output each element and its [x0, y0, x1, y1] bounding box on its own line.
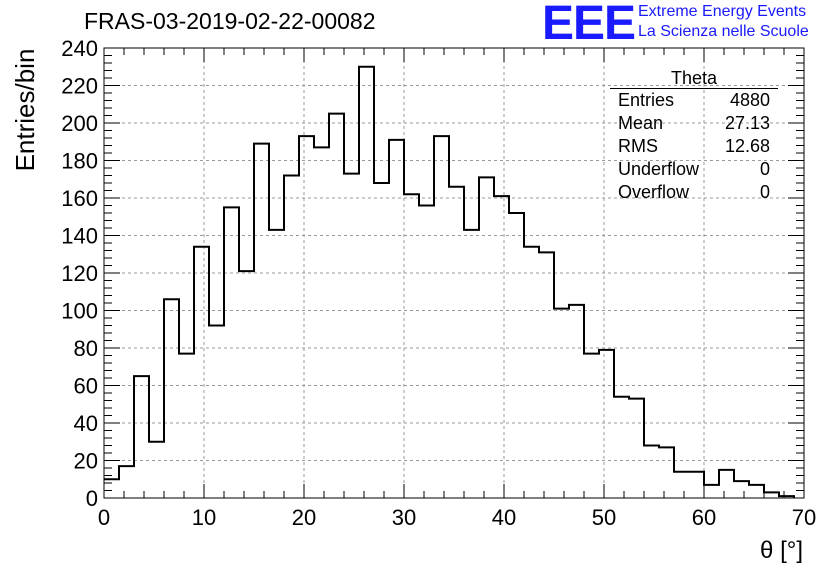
- grid-lines: [104, 48, 804, 498]
- stats-value: 12.68: [724, 136, 770, 156]
- stats-label: Entries: [618, 90, 675, 110]
- stats-row-mean: Mean 27.13: [610, 112, 778, 135]
- y-tick-label: 180: [61, 149, 98, 174]
- y-tick-label: 220: [61, 74, 98, 99]
- stats-row-rms: RMS 12.68: [610, 135, 778, 158]
- y-tick-labels: 0 20 40 60 80 100 120 140 160 180 200 220 240: [61, 36, 98, 511]
- histogram-series: [104, 65, 795, 498]
- eee-logo: EEE: [542, 0, 636, 50]
- stats-box-name: Theta: [610, 68, 778, 89]
- x-tick-labels: 0 10 20 30 40 50 60 70: [98, 505, 816, 530]
- x-tick-label: 60: [692, 505, 716, 530]
- x-tick-label: 0: [98, 505, 110, 530]
- stats-label: Overflow: [618, 182, 690, 202]
- stats-box: Theta Entries 4880 Mean 27.13 RMS 12.68 …: [610, 68, 778, 204]
- y-tick-label: 200: [61, 111, 98, 136]
- y-tick-label: 100: [61, 299, 98, 324]
- x-tick-label: 20: [292, 505, 316, 530]
- x-tick-label: 30: [392, 505, 416, 530]
- y-tick-label: 140: [61, 224, 98, 249]
- stats-row-entries: Entries 4880: [610, 89, 778, 112]
- x-tick-label: 70: [792, 505, 816, 530]
- stats-row-underflow: Underflow 0: [610, 158, 778, 181]
- y-tick-label: 120: [61, 261, 98, 286]
- x-tick-label: 10: [192, 505, 216, 530]
- chart-title: FRAS-03-2019-02-22-00082: [84, 8, 376, 34]
- axis-ticks: [103, 47, 805, 499]
- x-tick-label: 50: [592, 505, 616, 530]
- stats-value: 4880: [729, 90, 770, 110]
- stats-label: RMS: [618, 136, 658, 156]
- stats-row-overflow: Overflow 0: [610, 181, 778, 204]
- stats-value: 0: [759, 182, 770, 202]
- logo-tagline-1: Extreme Energy Events: [638, 3, 807, 20]
- x-tick-label: 40: [492, 505, 516, 530]
- stats-value: 0: [759, 159, 770, 179]
- logo-tagline-2: La Scienza nelle Scuole: [638, 23, 809, 40]
- y-tick-label: 80: [74, 336, 98, 361]
- y-axis-label: Entries/bin: [10, 49, 40, 172]
- x-axis-label: θ [°]: [760, 537, 803, 564]
- stats-label: Mean: [618, 113, 664, 133]
- y-tick-label: 160: [61, 186, 98, 211]
- y-tick-label: 40: [74, 411, 98, 436]
- stats-value: 27.13: [724, 113, 770, 133]
- stats-label: Underflow: [618, 159, 700, 179]
- y-tick-label: 60: [74, 374, 98, 399]
- y-tick-label: 240: [61, 36, 98, 61]
- y-tick-label: 20: [74, 449, 98, 474]
- y-tick-label: 0: [86, 486, 98, 511]
